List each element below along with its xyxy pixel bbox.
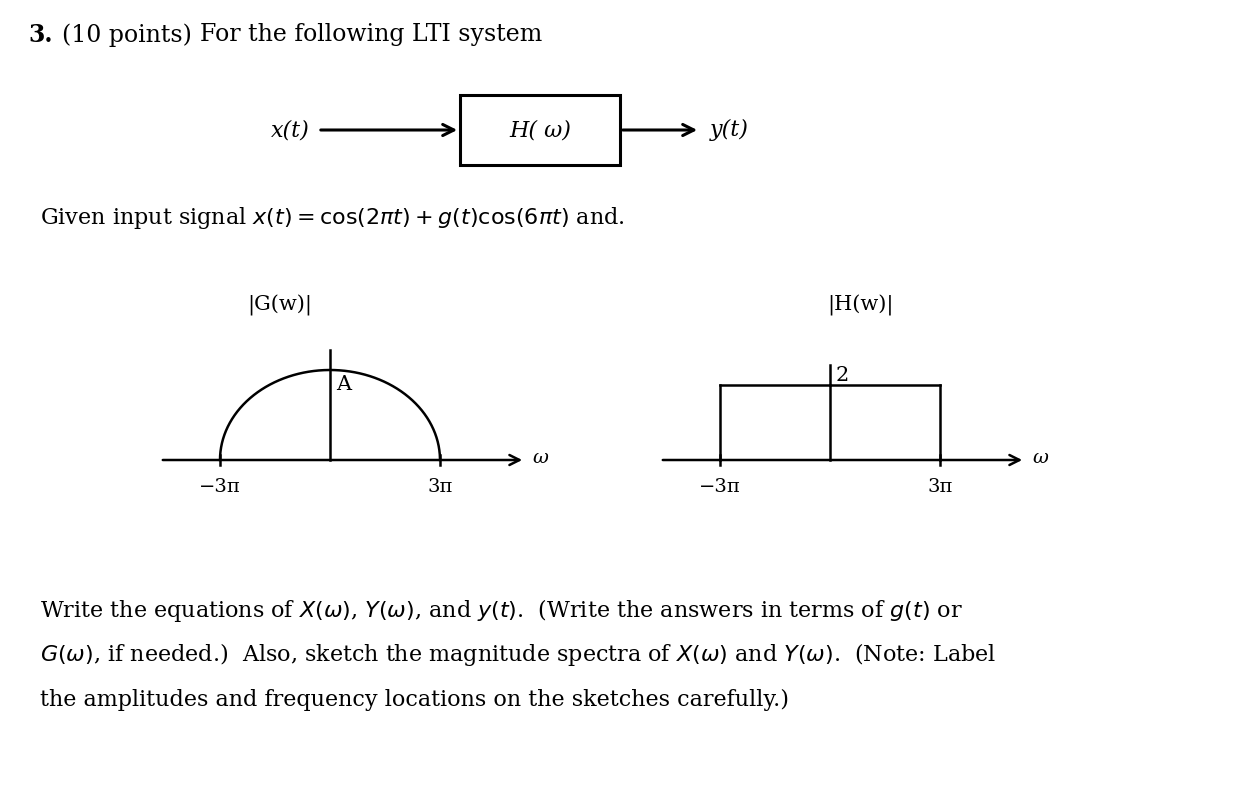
Text: A: A <box>337 375 352 394</box>
Text: y(t): y(t) <box>710 119 749 141</box>
Text: ω: ω <box>1032 449 1048 467</box>
Text: 2: 2 <box>836 366 849 385</box>
Text: $G(\omega)$, if needed.)  Also, sketch the magnitude spectra of $X(\omega)$ and : $G(\omega)$, if needed.) Also, sketch th… <box>40 642 996 668</box>
Bar <box>460 95 620 165</box>
Text: |G(w)|: |G(w)| <box>247 294 313 316</box>
Text: −3π: −3π <box>200 478 241 496</box>
Text: −3π: −3π <box>700 478 741 496</box>
Text: ω: ω <box>533 449 548 467</box>
Text: 3π: 3π <box>927 478 953 496</box>
Text: 3π: 3π <box>427 478 452 496</box>
Text: H( ω): H( ω) <box>509 119 571 141</box>
Text: (10 points): (10 points) <box>62 23 192 47</box>
Text: For the following LTI system: For the following LTI system <box>200 23 543 47</box>
Text: Given input signal $x(t) = \cos(2\pi t) + g(t)\cos(6\pi t)$ and.: Given input signal $x(t) = \cos(2\pi t) … <box>40 205 624 231</box>
Text: |H(w)|: |H(w)| <box>826 294 893 316</box>
Text: the amplitudes and frequency locations on the sketches carefully.): the amplitudes and frequency locations o… <box>40 689 789 711</box>
Text: 3.: 3. <box>28 23 53 47</box>
Text: Write the equations of $X(\omega)$, $Y(\omega)$, and $y(t)$.  (Write the answers: Write the equations of $X(\omega)$, $Y(\… <box>40 596 963 624</box>
Text: x(t): x(t) <box>271 119 310 141</box>
